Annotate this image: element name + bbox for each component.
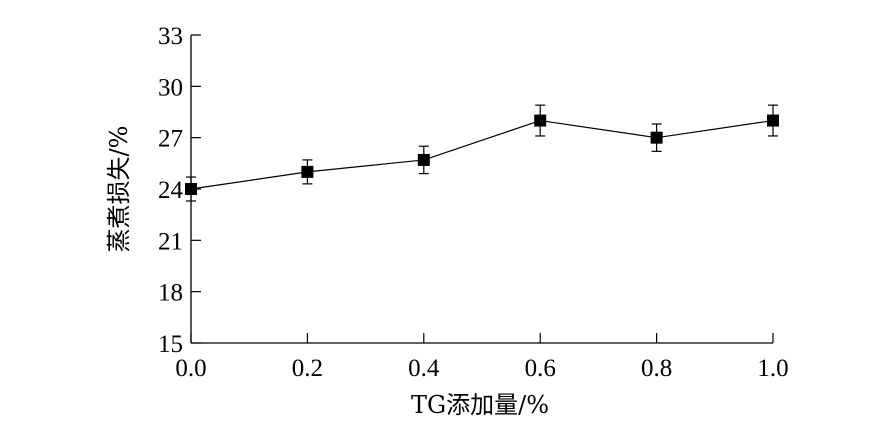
y-tick-label: 15 [158,331,183,358]
x-axis-title: TG添加量/% [411,391,549,419]
series-line [190,119,774,190]
y-axis-title: 蒸煮损失/% [105,126,133,253]
data-point-marker [185,183,197,195]
plot-area [185,104,779,202]
x-axis: 0.0 0.2 0.4 0.6 0.8 1.0 TG添加量/% [175,333,789,419]
x-tick-label: 0.0 [175,355,206,382]
y-axis: 15 18 21 24 27 30 33 蒸煮损失/% [105,23,201,358]
x-tick-label: 0.6 [525,355,556,382]
x-tick-label: 0.2 [292,355,323,382]
y-tick-label: 18 [158,280,183,307]
y-tick-label: 30 [158,74,183,101]
x-tick-label: 0.8 [641,355,672,382]
data-markers [185,114,779,195]
y-tick-label: 21 [158,228,183,255]
x-tick-label: 1.0 [757,355,788,382]
data-point-marker [767,114,779,127]
x-axis-tick-labels: 0.0 0.2 0.4 0.6 0.8 1.0 [175,355,788,382]
y-tick-label: 24 [158,177,184,204]
data-point-marker [650,131,663,144]
x-tick-label: 0.4 [408,355,440,382]
data-point-marker [417,153,430,166]
y-tick-label: 33 [158,23,183,50]
y-tick-label: 27 [158,126,183,153]
error-bars [186,104,778,202]
data-point-marker [301,165,314,178]
x-axis-ticks [190,333,774,343]
data-point-marker [534,114,547,127]
y-axis-tick-labels: 15 18 21 24 27 30 33 [158,23,184,358]
